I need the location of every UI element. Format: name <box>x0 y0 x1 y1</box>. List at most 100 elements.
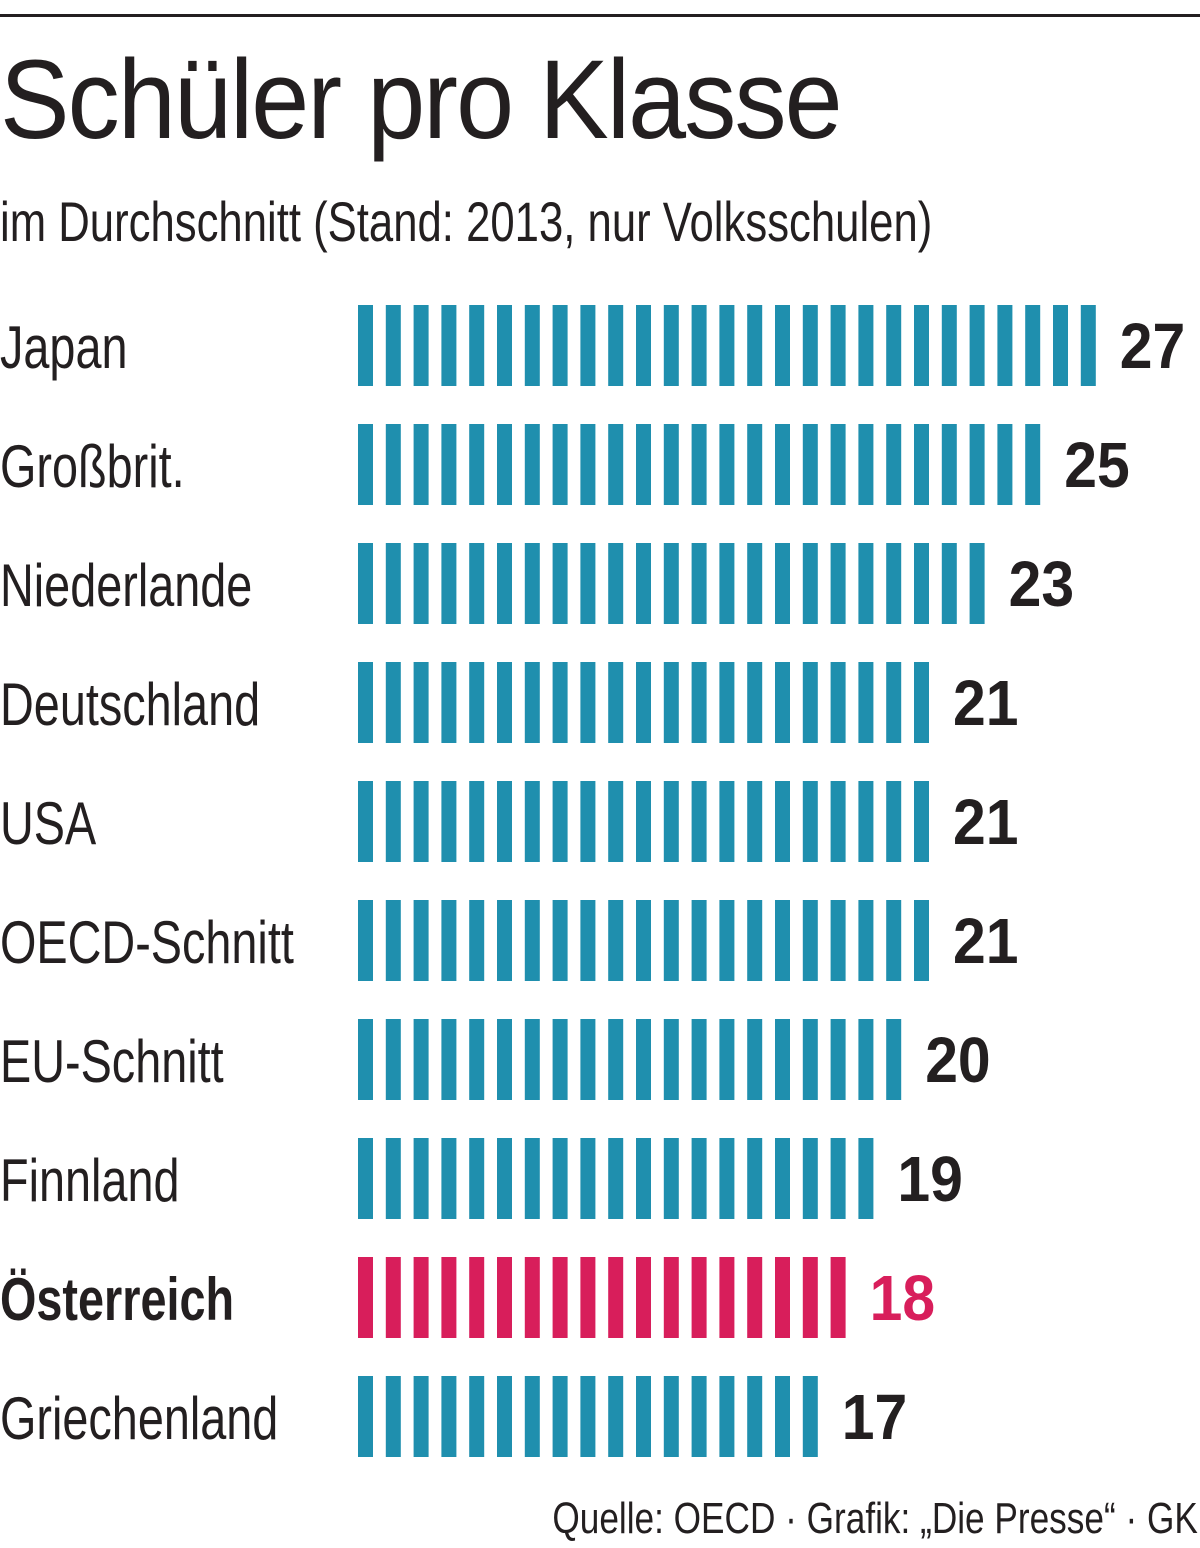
bar-stripe <box>691 900 707 981</box>
bar-stripe <box>775 662 790 743</box>
bar-stripe <box>802 305 818 386</box>
value-label: 27 <box>1120 311 1185 383</box>
bar-stripe <box>802 781 818 862</box>
bar-stripe <box>663 543 679 624</box>
bar-stripe <box>552 424 568 505</box>
bar-stripe <box>580 1257 596 1338</box>
bar-stripe <box>497 305 512 386</box>
bar-stripe <box>580 1376 596 1457</box>
bar-stripe <box>413 662 429 743</box>
bar-stripe <box>858 424 874 505</box>
bar-stripe <box>691 543 707 624</box>
bar-stripe <box>719 1257 735 1338</box>
bar-stripe <box>636 1257 651 1338</box>
bar-stripe <box>385 305 401 386</box>
bar-stripe <box>524 662 540 743</box>
bar-stripe <box>636 1019 651 1100</box>
bar-stripe <box>747 662 763 743</box>
bar-stripe <box>469 543 485 624</box>
bar-stripe <box>914 424 929 505</box>
value-label: 19 <box>897 1144 962 1216</box>
bar-stripe <box>413 1257 429 1338</box>
bar-stripe <box>580 305 596 386</box>
bar-stripe <box>830 1019 846 1100</box>
bar-stripe <box>608 424 624 505</box>
bar-stripe <box>413 1019 429 1100</box>
value-label: 21 <box>953 668 1018 740</box>
bar-stripe <box>552 662 568 743</box>
bar-stripe <box>886 662 902 743</box>
bar-stripe <box>747 543 763 624</box>
bar-stripe <box>830 662 846 743</box>
bar-stripe <box>413 900 429 981</box>
bar-stripe <box>802 424 818 505</box>
bar-stripe <box>469 1257 485 1338</box>
bar-stripe <box>886 543 902 624</box>
bar-stripe <box>441 1019 457 1100</box>
value-label: 21 <box>953 906 1018 978</box>
bar-stripe <box>747 900 763 981</box>
bar-stripe <box>914 781 929 862</box>
bar-stripe <box>663 1257 679 1338</box>
bar-stripe <box>497 1376 512 1457</box>
bar-stripe <box>413 1138 429 1219</box>
bar-stripe <box>469 424 485 505</box>
bar-stripe <box>1080 305 1096 386</box>
bar-stripe <box>1025 424 1041 505</box>
bar-stripe <box>969 424 985 505</box>
bar-stripe <box>997 305 1013 386</box>
category-label: Japan <box>0 314 127 381</box>
bar-stripe <box>580 543 596 624</box>
bar-stripe <box>524 900 540 981</box>
bar-stripe <box>747 1257 763 1338</box>
bar-stripe <box>691 662 707 743</box>
bar-stripe <box>941 543 957 624</box>
bar-stripe <box>552 1376 568 1457</box>
bar-stripe <box>636 424 651 505</box>
bar-stripe <box>441 1257 457 1338</box>
bar-stripe <box>886 900 902 981</box>
category-label: Niederlande <box>0 552 252 619</box>
bar-stripe <box>385 1257 401 1338</box>
bar-stripe <box>636 662 651 743</box>
bar-stripe <box>719 424 735 505</box>
bar-stripe <box>775 1138 790 1219</box>
value-label: 20 <box>925 1025 990 1097</box>
bar-stripe <box>663 900 679 981</box>
bar-stripe <box>524 424 540 505</box>
bar-stripe <box>385 781 401 862</box>
bar-stripe <box>719 1376 735 1457</box>
bar-stripe <box>358 424 373 505</box>
bar-stripe <box>719 305 735 386</box>
bar-stripe <box>747 781 763 862</box>
bar-stripe <box>441 1376 457 1457</box>
bar-row: Griechenland 17 <box>0 1376 907 1457</box>
category-label: EU-Schnitt <box>0 1028 224 1095</box>
bar-stripe <box>497 1138 512 1219</box>
bar-row: Österreich 18 <box>0 1257 935 1338</box>
bar-stripe <box>441 543 457 624</box>
bar-stripe <box>719 543 735 624</box>
bar-stripe <box>802 1019 818 1100</box>
bar-row: USA 21 <box>0 781 1018 862</box>
bar-stripe <box>469 900 485 981</box>
bar-stripe <box>636 781 651 862</box>
bar-stripe <box>719 900 735 981</box>
category-label: Deutschland <box>0 671 260 738</box>
bar-stripe <box>441 305 457 386</box>
bar-stripe <box>775 1019 790 1100</box>
bar-stripe <box>663 424 679 505</box>
bar-row: Japan 27 <box>0 305 1185 386</box>
bar-stripe <box>886 305 902 386</box>
bar-stripe <box>385 424 401 505</box>
bar-stripe <box>552 543 568 624</box>
bar-stripe <box>385 900 401 981</box>
bar-stripe <box>441 1138 457 1219</box>
bar-stripe <box>608 543 624 624</box>
bar-stripe <box>385 1019 401 1100</box>
bar-stripe <box>802 1257 818 1338</box>
value-label: 18 <box>870 1263 935 1335</box>
bar-stripe <box>719 1019 735 1100</box>
bar-row: Deutschland 21 <box>0 662 1018 743</box>
bar-stripe <box>914 662 929 743</box>
